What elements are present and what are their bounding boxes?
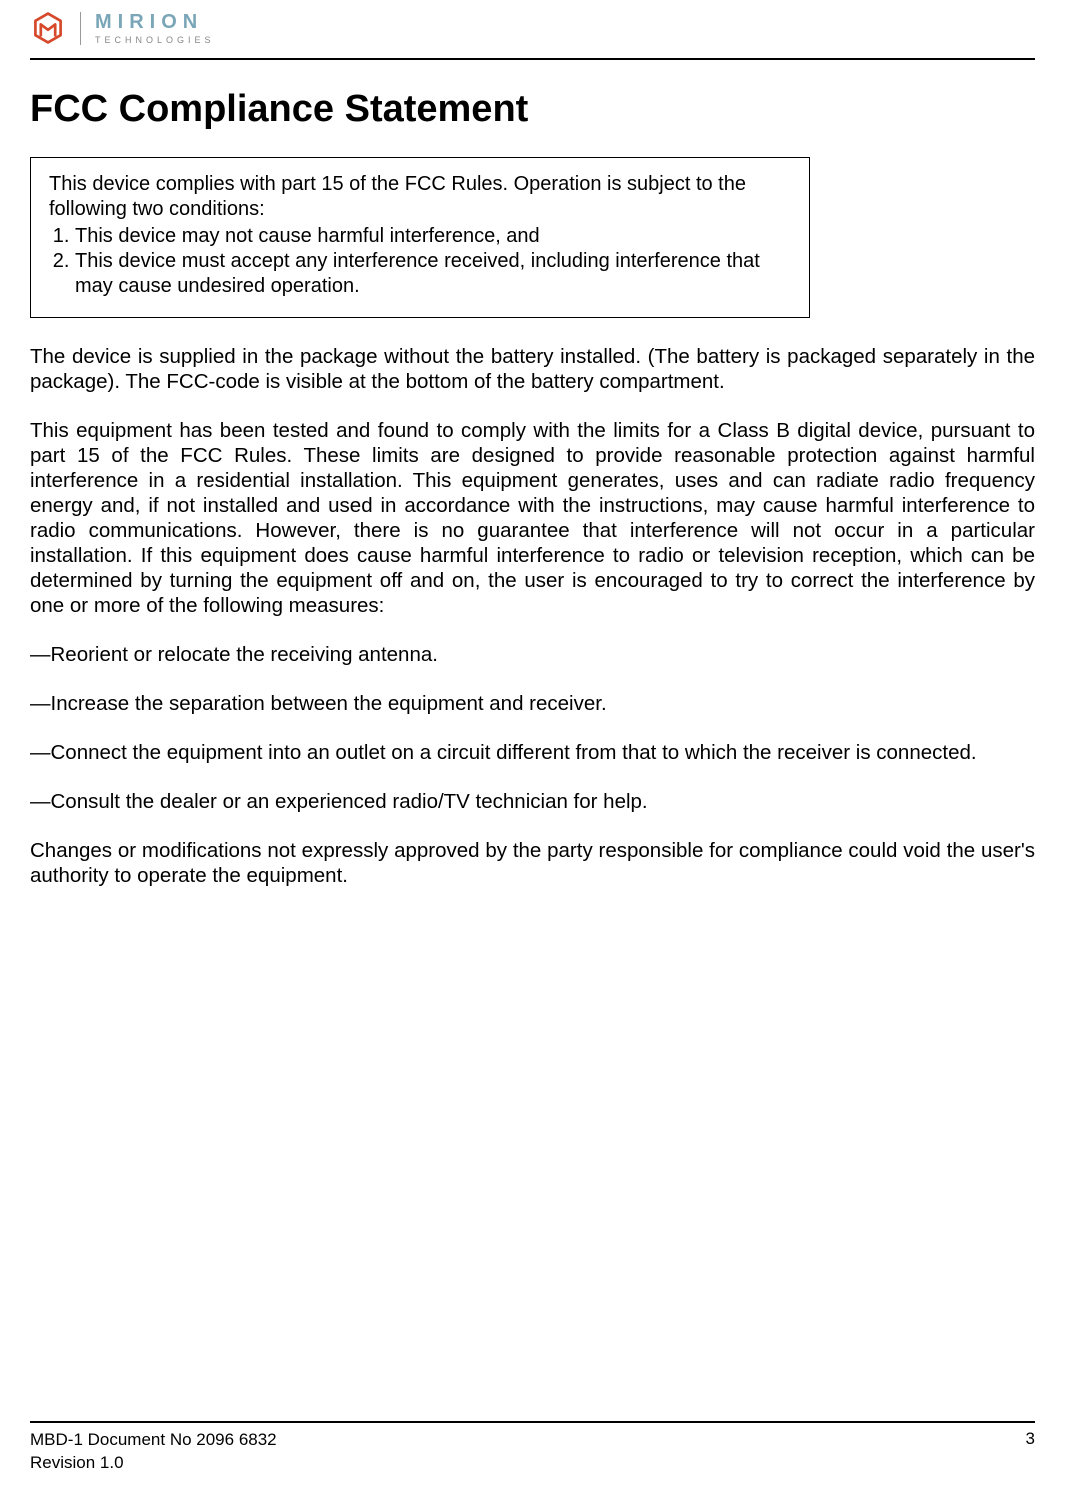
measure-item: —Consult the dealer or an experienced ra… — [30, 789, 1035, 814]
page-title: FCC Compliance Statement — [30, 88, 1035, 131]
footer-revision: Revision 1.0 — [30, 1452, 277, 1475]
compliance-list: This device may not cause harmful interf… — [49, 224, 791, 299]
paragraph: The device is supplied in the package wi… — [30, 344, 1035, 394]
body-text: The device is supplied in the package wi… — [30, 344, 1035, 888]
paragraph: This equipment has been tested and found… — [30, 418, 1035, 618]
brand-subname: TECHNOLOGIES — [95, 36, 215, 45]
brand-logo-icon — [30, 10, 66, 46]
footer-left: MBD-1 Document No 2096 6832 Revision 1.0 — [30, 1429, 277, 1475]
page: MIRION TECHNOLOGIES FCC Compliance State… — [0, 0, 1065, 1495]
brand-name: MIRION — [95, 12, 215, 32]
compliance-item: This device may not cause harmful interf… — [75, 224, 791, 249]
paragraph: Changes or modifications not expressly a… — [30, 838, 1035, 888]
brand-text: MIRION TECHNOLOGIES — [80, 12, 215, 45]
footer: MBD-1 Document No 2096 6832 Revision 1.0… — [30, 1421, 1035, 1475]
compliance-intro: This device complies with part 15 of the… — [49, 172, 791, 222]
footer-page-no: 3 — [1026, 1429, 1035, 1475]
compliance-box: This device complies with part 15 of the… — [30, 157, 810, 318]
footer-doc-no: MBD-1 Document No 2096 6832 — [30, 1429, 277, 1452]
measure-item: —Increase the separation between the equ… — [30, 691, 1035, 716]
measure-item: —Connect the equipment into an outlet on… — [30, 740, 1035, 765]
measure-item: —Reorient or relocate the receiving ante… — [30, 642, 1035, 667]
header: MIRION TECHNOLOGIES — [30, 0, 1035, 60]
compliance-item: This device must accept any interference… — [75, 249, 791, 299]
